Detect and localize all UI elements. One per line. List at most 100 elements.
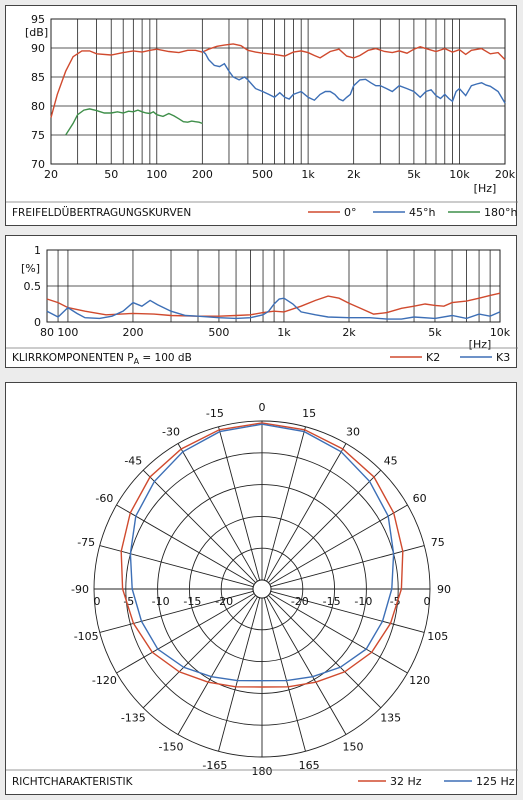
polar-spoke: [268, 469, 382, 583]
polar-spoke: [268, 595, 382, 709]
x-tick-label: 20k: [495, 168, 516, 181]
angle-label: 165: [299, 759, 320, 772]
angle-label: 105: [427, 630, 448, 643]
y-tick-label: 0: [34, 316, 41, 329]
polar-center: [252, 579, 272, 599]
chart-title: RICHTCHARAKTERISTIK: [12, 776, 134, 788]
x-tick-label: 5k: [428, 326, 442, 339]
series-line-0: [50, 43, 506, 118]
polar-series-1: [129, 423, 395, 682]
legend-label-0: 0°: [344, 206, 357, 219]
radial-tick-label-left: 0: [94, 595, 101, 608]
polar-spoke: [263, 597, 306, 752]
x-tick-label: 1k: [301, 168, 315, 181]
y-tick-label: 80: [31, 100, 45, 113]
polar-spoke: [218, 426, 261, 581]
angle-label: 45: [384, 454, 398, 467]
radial-tick-label-right: 0: [424, 595, 431, 608]
y-axis-unit: [dB]: [25, 26, 48, 39]
polar-spoke: [266, 596, 347, 735]
polar-spoke: [116, 593, 255, 674]
angle-label: -15: [206, 407, 224, 420]
legend-label-1: 45°h: [409, 206, 435, 219]
x-tick-label: 500: [252, 168, 273, 181]
polar-spoke: [99, 590, 254, 633]
legend-label-0: K2: [426, 351, 440, 364]
chart-title: KLIRRKOMPONENTEN PA = 100 dB: [12, 352, 192, 366]
angle-label: -105: [74, 630, 99, 643]
angle-label: -165: [202, 759, 227, 772]
x-tick-label: 100: [146, 168, 167, 181]
y-tick-label: 95: [31, 13, 45, 26]
radial-tick-label-left: -10: [152, 595, 170, 608]
radial-tick-label-right: -10: [354, 595, 372, 608]
series-line-1: [201, 50, 506, 104]
angle-label: 135: [380, 712, 401, 725]
y-tick-label: 0.5: [24, 280, 42, 293]
y-tick-label: 85: [31, 71, 45, 84]
x-axis-unit: [Hz]: [469, 338, 492, 351]
angle-label: -60: [95, 492, 113, 505]
angle-label: 30: [346, 425, 360, 438]
chart-title-subscript: A: [134, 357, 140, 366]
polar-spoke: [269, 504, 408, 585]
x-tick-label: 200: [122, 326, 143, 339]
angle-label: 120: [409, 674, 430, 687]
polar-spoke: [270, 545, 425, 588]
polar-spoke: [142, 595, 256, 709]
polar-spoke: [270, 590, 425, 633]
angle-label: 0: [259, 401, 266, 414]
chart-title: FREIFELDÜBERTRAGUNGSKURVEN: [12, 206, 191, 219]
legend-label-0: 32 Hz: [390, 775, 422, 788]
radial-tick-label-right: -5: [390, 595, 401, 608]
chart-title-tail: = 100 dB: [139, 352, 192, 364]
frequency-response-panel: 70 75 80 85 90 95 [dB] 20 50 100 200 500 1k 2k 5k 10k 20…: [5, 5, 518, 226]
polar-spoke: [116, 504, 255, 585]
x-tick-label: 10k: [490, 326, 511, 339]
polar-chart: 0 153045607590105120135150165180-165-150-…: [6, 401, 518, 788]
angle-label: -120: [92, 674, 117, 687]
y-tick-label: 1: [34, 244, 41, 257]
y-tick-label: 90: [31, 42, 45, 55]
polar-spoke: [263, 426, 306, 581]
angle-label: -75: [77, 536, 95, 549]
distortion-chart: 0 0.5 1 [%] 80 100 200 500 1k 2k 5k 10k[Hz] K2 K3 KLIR…: [6, 244, 518, 366]
x-tick-label: 50: [104, 168, 118, 181]
angle-label: 15: [302, 407, 316, 420]
radial-tick-label-right: -20: [291, 595, 309, 608]
legend-label-1: K3: [496, 351, 510, 364]
y-axis-unit: [%]: [21, 262, 40, 275]
radial-tick-label-right: -15: [323, 595, 341, 608]
x-tick-label: 200: [192, 168, 213, 181]
polar-spoke: [266, 443, 347, 582]
x-tick-label: 80: [40, 326, 54, 339]
angle-label: 90: [437, 583, 451, 596]
polar-panel: 0 15 30 45 60 75 90 105 120 135 150 165 180 -165 -150-…: [5, 382, 518, 795]
polar-spoke: [177, 596, 258, 735]
polar-series-0: [120, 422, 404, 688]
radial-tick-label-left: -20: [215, 595, 233, 608]
angle-label: 150: [343, 741, 364, 754]
radial-tick-label-left: -15: [183, 595, 201, 608]
legend-label-2: 180°h: [484, 206, 517, 219]
plot-area: [50, 18, 506, 165]
angle-label: -90: [71, 583, 89, 596]
distortion-panel: 0 0.5 1 [%] 80 100 200 500 1k 2k 5k 10k [Hz] K2 K3 KLIR…: [5, 235, 518, 368]
radial-tick-label-left: -5: [123, 595, 134, 608]
angle-label: 60: [413, 492, 427, 505]
polar-spoke: [99, 545, 254, 588]
series-line-0: [46, 292, 501, 317]
y-tick-label: 70: [31, 158, 45, 171]
x-tick-label: 20: [44, 168, 58, 181]
polar-spoke: [142, 469, 256, 583]
polar-spoke: [218, 597, 261, 752]
legend-label-1: 125 Hz: [476, 775, 515, 788]
x-tick-label: 10k: [449, 168, 470, 181]
angle-label: -30: [162, 425, 180, 438]
x-tick-label: 1k: [277, 326, 291, 339]
x-tick-label: 100: [57, 326, 78, 339]
polar-spoke: [269, 593, 408, 674]
x-tick-label: 500: [208, 326, 229, 339]
x-axis-unit: [Hz]: [474, 182, 497, 195]
angle-label: 180: [252, 765, 273, 778]
